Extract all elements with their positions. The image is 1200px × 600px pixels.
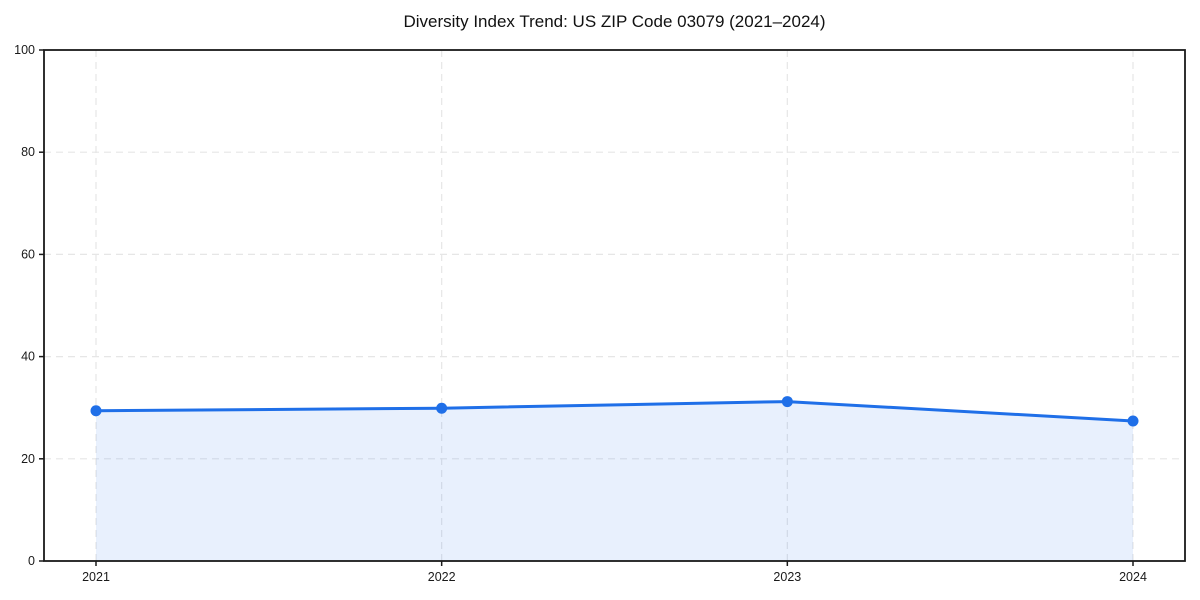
data-point-marker — [1127, 415, 1139, 427]
x-tick-label: 2023 — [773, 570, 801, 584]
x-tick-label: 2022 — [428, 570, 456, 584]
axes-spines — [43, 49, 1186, 562]
y-tick-label: 40 — [21, 350, 35, 364]
y-tick-label: 100 — [14, 43, 35, 57]
x-tick-label: 2021 — [82, 570, 110, 584]
x-tick-label: 2024 — [1119, 570, 1147, 584]
series-line — [94, 400, 1135, 423]
data-point-marker — [436, 402, 448, 414]
data-point-marker — [781, 396, 793, 408]
y-tick-label: 80 — [21, 145, 35, 159]
y-tick-label: 60 — [21, 247, 35, 261]
area-fill — [96, 401, 1133, 561]
y-tick-label: 0 — [28, 554, 35, 568]
chart-title: Diversity Index Trend: US ZIP Code 03079… — [403, 12, 826, 31]
y-tick-label: 20 — [21, 452, 35, 466]
data-point-marker — [90, 405, 102, 417]
